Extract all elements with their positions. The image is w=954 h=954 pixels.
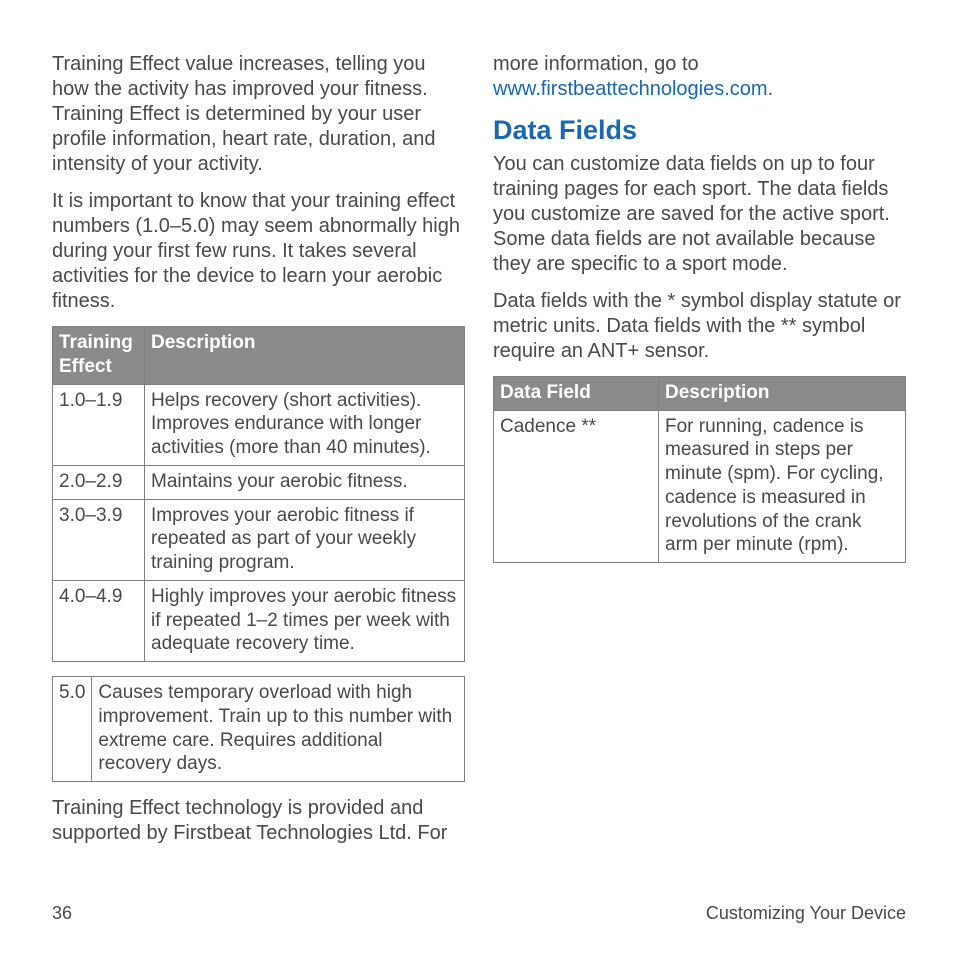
table-cell: 4.0–4.9 [53,580,145,661]
firstbeat-link[interactable]: www.firstbeattechnologies.com [493,78,768,100]
table-cell: Cadence ** [494,410,659,563]
table-row: 4.0–4.9 Highly improves your aerobic fit… [53,580,465,661]
table-header-cell: Data Field [494,376,659,410]
table-row: Cadence ** For running, cadence is measu… [494,410,906,563]
table-cell: 3.0–3.9 [53,499,145,580]
table-header-row: Training Effect Description [53,327,465,385]
table-cell: Improves your aerobic fitness if repeate… [145,499,465,580]
table-cell: For running, cadence is measured in step… [659,410,906,563]
page-body: Training Effect value increases, telling… [0,0,954,860]
data-fields-table: Data Field Description Cadence ** For ru… [493,376,906,563]
table-header-cell: Description [145,327,465,385]
training-effect-table: Training Effect Description 1.0–1.9 Help… [52,326,465,662]
paragraph: Data fields with the * symbol display st… [493,289,906,364]
paragraph: It is important to know that your traini… [52,189,465,314]
page-number: 36 [52,902,72,925]
paragraph: You can customize data fields on up to f… [493,152,906,277]
table-header-cell: Training Effect [53,327,145,385]
paragraph: Training Effect value increases, telling… [52,52,465,177]
table-cell: Helps recovery (short activities). Impro… [145,384,465,465]
table-header-cell: Description [659,376,906,410]
page-footer: 36 Customizing Your Device [52,902,906,925]
table-row: 2.0–2.9 Maintains your aerobic fitness. [53,465,465,499]
table-cell: 1.0–1.9 [53,384,145,465]
table-cell: Maintains your aerobic fitness. [145,465,465,499]
section-title: Customizing Your Device [706,902,906,925]
table-row: 5.0 Causes temporary overload with high … [53,677,465,782]
table-cell: Causes temporary overload with high impr… [92,677,465,782]
table-row: 3.0–3.9 Improves your aerobic fitness if… [53,499,465,580]
table-cell: 5.0 [53,677,92,782]
table-header-row: Data Field Description [494,376,906,410]
text: . [768,78,774,100]
data-fields-heading: Data Fields [493,114,906,148]
table-row: 1.0–1.9 Helps recovery (short activities… [53,384,465,465]
training-effect-table-overflow: 5.0 Causes temporary overload with high … [52,676,465,782]
table-cell: Highly improves your aerobic fitness if … [145,580,465,661]
table-cell: 2.0–2.9 [53,465,145,499]
